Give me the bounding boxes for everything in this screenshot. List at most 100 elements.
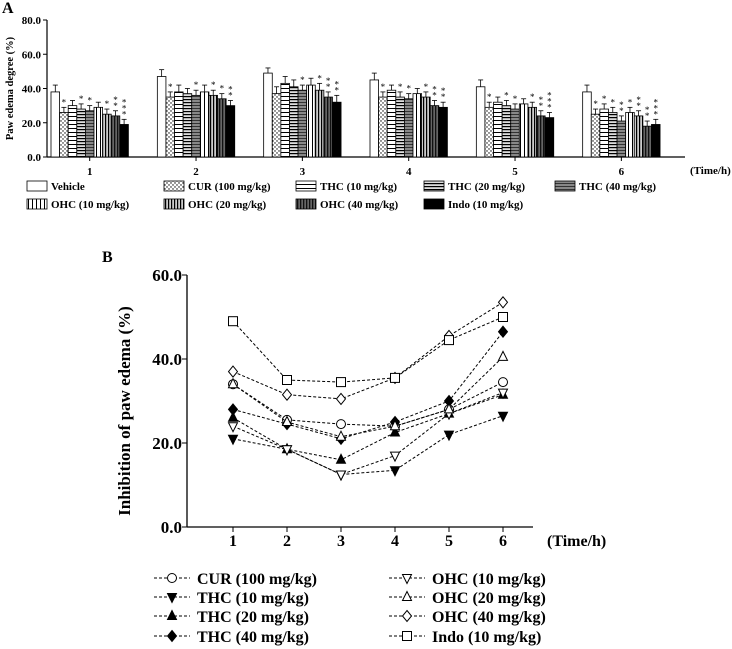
y-tick-label: 0.0 (161, 518, 182, 537)
bar (403, 98, 414, 158)
series-line (228, 312, 508, 388)
significance-mark: * (79, 94, 84, 104)
series-path (232, 381, 504, 427)
bar (642, 125, 652, 158)
bar (493, 101, 503, 158)
legend-label: Vehicle (51, 181, 85, 193)
marker-diamond (166, 629, 178, 643)
significance-mark: * (593, 99, 598, 109)
marker-triangle-up (389, 425, 401, 437)
marker-triangle-up (281, 415, 293, 426)
series-line (227, 350, 509, 441)
significance-mark: * (220, 84, 225, 94)
bar (174, 91, 184, 158)
bar (590, 113, 601, 158)
marker-triangle-up (389, 419, 401, 431)
significance-mark: * (194, 80, 199, 90)
x-tick-label: 6 (619, 166, 625, 178)
legend-label: THC (40 mg/kg) (197, 629, 309, 646)
legend-label: THC (20 mg/kg) (197, 609, 309, 626)
legend-label: CUR (100 mg/kg) (188, 181, 271, 193)
panel-a-label: A (2, 0, 14, 17)
bar (369, 79, 380, 158)
bar (378, 96, 388, 158)
marker-diamond (227, 403, 239, 416)
significance-mark: * (636, 95, 641, 105)
panel-a-bars: * * * * ****** * * **** ***** * * * ****** * * ********… (50, 67, 661, 158)
marker-triangle-down (227, 422, 239, 433)
marker-triangle-up (166, 609, 178, 620)
y-tick-label: 0.0 (27, 152, 41, 164)
significance-mark: * (539, 101, 544, 111)
significance-mark: * (300, 75, 305, 85)
bar (625, 112, 635, 158)
x-tick-label: 5 (512, 166, 518, 178)
bar (501, 105, 512, 158)
marker-square (402, 631, 412, 641)
significance-mark: * (228, 84, 233, 94)
significance-mark: * (122, 103, 127, 113)
x-tick-label: 6 (499, 533, 507, 550)
legend-label: OHC (40 mg/kg) (320, 199, 399, 211)
significance-mark: * (654, 97, 659, 107)
significance-mark: * (539, 95, 544, 105)
marker-triangle-down (227, 434, 239, 446)
significance-mark: * (122, 109, 127, 119)
bar (616, 120, 627, 158)
bar (59, 112, 69, 158)
bar (395, 96, 405, 158)
marker-diamond (281, 388, 293, 401)
legend-label: Indo (10 mg/kg) (432, 629, 541, 646)
panel-b-lines (227, 296, 509, 482)
bar (271, 93, 282, 158)
legend-swatch (163, 198, 185, 210)
significance-mark: * (406, 84, 411, 94)
bar (225, 105, 236, 158)
marker-triangle-up (401, 590, 413, 601)
bar (651, 124, 661, 158)
legend-label: THC (10 mg/kg) (320, 181, 397, 193)
y-tick-label: 40.0 (22, 84, 42, 96)
bar (165, 96, 175, 158)
significance-mark: * (317, 73, 322, 83)
significance-mark: * (441, 92, 446, 102)
bar (429, 105, 440, 158)
marker-square (390, 372, 400, 383)
series-path (232, 356, 504, 438)
y-tick-label: 60.0 (22, 49, 42, 61)
significance-mark: * (619, 100, 624, 110)
marker-diamond (401, 609, 413, 623)
bar (421, 96, 431, 158)
y-axis-label: Inhibition of paw edema (%) (115, 306, 134, 516)
significance-mark: * (602, 94, 607, 104)
bar (119, 124, 129, 158)
marker-square (282, 375, 292, 385)
legend-label: THC (20 mg/kg) (448, 181, 525, 193)
x-tick-label: 1 (87, 166, 93, 178)
series-line (227, 296, 509, 406)
y-tick-label: 60.0 (152, 266, 182, 285)
panel-a-axes: 0.0 20.0 40.0 60.0 80.0 Paw edema degree (%) (… (5, 15, 731, 178)
significance-mark: * (62, 97, 67, 107)
bar (208, 94, 218, 158)
bar (85, 110, 95, 158)
bar (582, 91, 592, 158)
significance-mark: * (122, 97, 127, 107)
x-axis-label: (Time/h) (547, 533, 606, 550)
y-tick-label: 40.0 (152, 350, 182, 369)
legend-swatch (423, 180, 445, 192)
significance-mark: * (654, 109, 659, 119)
bar (102, 113, 112, 158)
marker-square (228, 316, 238, 327)
legend-swatch (554, 180, 576, 192)
significance-mark: * (113, 95, 118, 105)
significance-mark: * (432, 90, 437, 100)
bar (182, 93, 193, 158)
marker-circle (336, 419, 346, 430)
x-tick-label: 2 (283, 533, 291, 550)
bar (93, 106, 104, 158)
legend-swatch (295, 198, 317, 210)
series-path (232, 331, 504, 440)
bar (280, 82, 290, 158)
